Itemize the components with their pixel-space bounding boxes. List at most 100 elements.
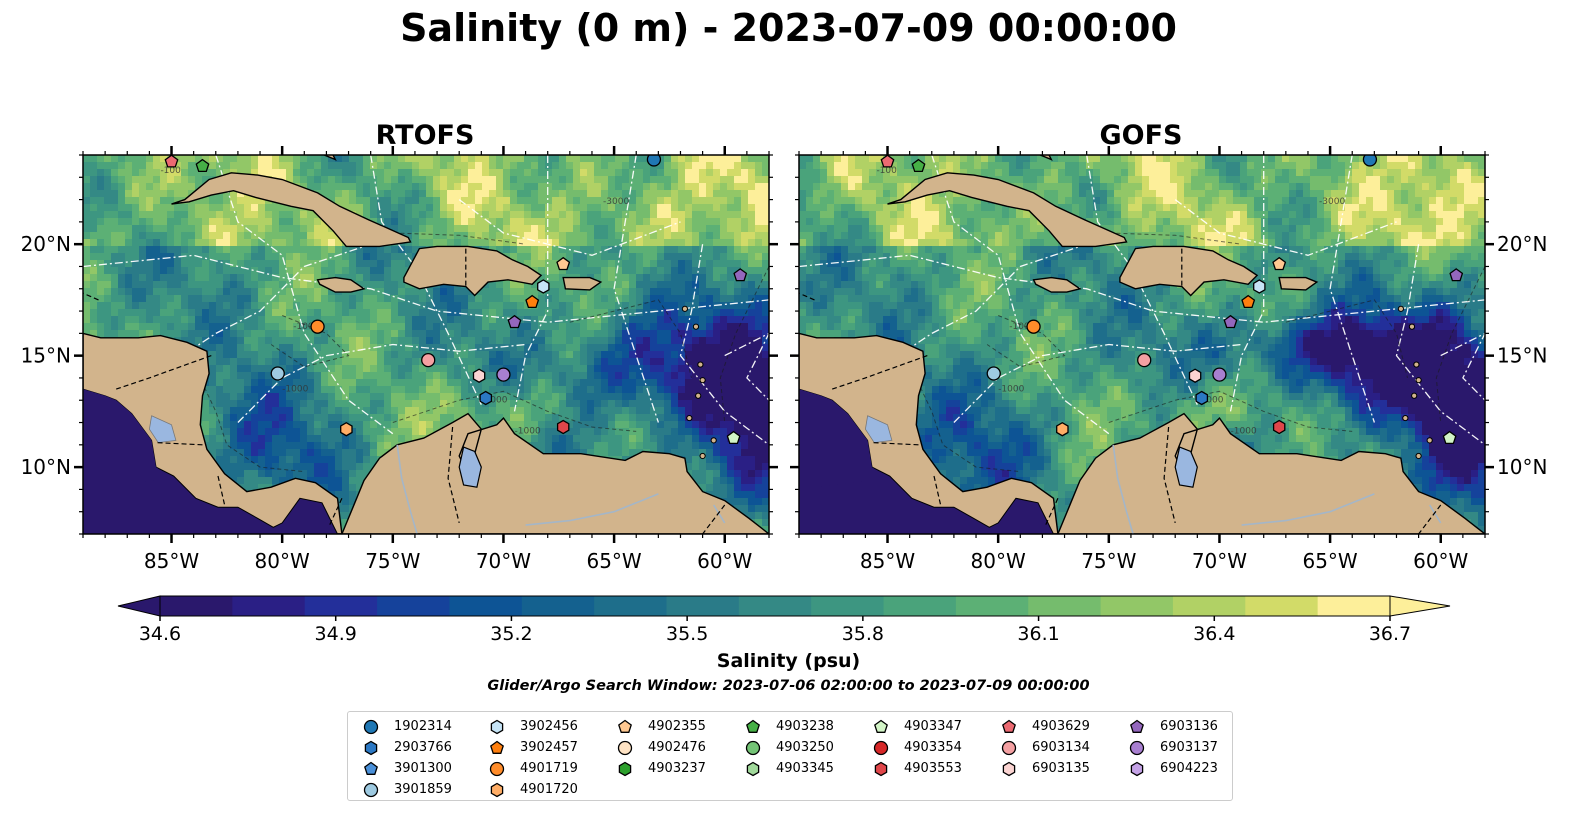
circle-marker-icon [363, 719, 379, 734]
circle-marker-icon [1129, 740, 1145, 755]
platform-6903136-marker [1223, 314, 1238, 329]
colorbar-label: Salinity (psu) [716, 650, 861, 672]
platform-3901859-marker [270, 366, 285, 381]
x-tick-label: 65°W [1302, 549, 1357, 573]
legend-label: 1902314 [394, 719, 452, 734]
legend-item-6904223: 6904223 [1126, 758, 1218, 779]
x-tick-label: 60°W [1413, 549, 1468, 573]
colorbar-tick-label: 35.5 [665, 623, 709, 645]
legend-label: 4903553 [904, 761, 962, 776]
platform-4902355-marker [556, 256, 571, 271]
pentagon-marker-icon [490, 740, 504, 754]
platform-4903629-marker [164, 155, 179, 168]
legend-item-4903250: 4903250 [742, 737, 834, 758]
y-tick-label: 15°N [21, 344, 71, 368]
colorbar-tick-label: 34.6 [138, 623, 182, 645]
platform-legend: 1902314 2903766 3901300 3901859 3902456 39024… [347, 711, 1233, 801]
panel-title-rtofs: RTOFS [375, 120, 475, 151]
legend-label: 2903766 [394, 740, 452, 755]
map-rtofs: -100-1000-1000-1000-3000-3000 [83, 155, 769, 534]
legend-item-4902476: 4902476 [614, 737, 706, 758]
hexagon-marker-icon [618, 761, 632, 776]
legend-item-4903354: 4903354 [870, 737, 962, 758]
x-tick-label: 70°W [1192, 549, 1247, 573]
y-tick-label: 20°N [1497, 232, 1547, 256]
platform-4903553-marker [1272, 419, 1286, 435]
circle-marker-icon [489, 761, 505, 776]
platform-3902456-marker [537, 279, 550, 294]
pentagon-marker-icon [746, 719, 760, 733]
platform-6903135-marker [472, 368, 486, 383]
colorbar-tick-label: 35.8 [841, 623, 884, 645]
map-gofs: -100-1000-1000-1000-3000-3000 [799, 155, 1485, 534]
y-tick-label: 10°N [1497, 455, 1547, 479]
colorbar-tick-label: 34.9 [314, 623, 357, 645]
hexagon-marker-icon [490, 719, 504, 734]
platform-6903136-marker [733, 268, 748, 282]
x-tick-label: 75°W [1081, 549, 1136, 573]
platform-4903238-marker [195, 158, 210, 173]
legend-item-4903629: 4903629 [998, 716, 1090, 737]
platform-4901719-marker [310, 319, 325, 334]
colorbar-tick-label: 36.7 [1368, 623, 1412, 645]
platform-6903134-marker [1137, 352, 1152, 368]
colorbar [117, 595, 1451, 621]
platform-4903238-marker [911, 158, 926, 173]
legend-item-3902456: 3902456 [486, 716, 578, 737]
platform-4903347-marker [1442, 430, 1457, 445]
hexagon-marker-icon [746, 761, 760, 776]
legend-label: 3901300 [394, 761, 452, 776]
legend-item-4903238: 4903238 [742, 716, 834, 737]
legend-label: 4902476 [648, 740, 706, 755]
legend-label: 6903134 [1032, 740, 1090, 755]
hexagon-marker-icon [1130, 761, 1144, 776]
legend-item-6903136: 6903136 [1126, 716, 1218, 737]
x-tick-label: 65°W [586, 549, 641, 573]
platform-6903137-marker [1212, 367, 1227, 382]
legend-label: 4902355 [648, 719, 706, 734]
panel-title-gofs: GOFS [1099, 120, 1183, 151]
x-tick-label: 80°W [255, 549, 310, 573]
legend-item-3901300: 3901300 [360, 758, 452, 779]
platform-4902355-marker [1272, 256, 1287, 271]
legend-label: 3902456 [520, 719, 578, 734]
legend-label: 4901719 [520, 761, 578, 776]
legend-label: 4903237 [648, 761, 706, 776]
legend-item-4901720: 4901720 [486, 779, 578, 800]
x-tick-label: 85°W [860, 549, 915, 573]
colorbar-tick-label: 36.4 [1193, 623, 1236, 645]
circle-marker-icon [617, 740, 633, 755]
legend-item-6903134: 6903134 [998, 737, 1090, 758]
legend-item-4903553: 4903553 [870, 758, 962, 779]
circle-marker-icon [1001, 740, 1017, 755]
legend-label: 4901720 [520, 782, 578, 797]
colorbar-tick-label: 35.2 [490, 623, 533, 645]
x-tick-label: 60°W [697, 549, 752, 573]
hexagon-marker-icon [874, 761, 888, 776]
x-tick-label: 80°W [971, 549, 1026, 573]
platform-3902456-marker [1253, 279, 1266, 294]
search-window-text: Glider/Argo Search Window: 2023-07-06 02… [487, 678, 1090, 694]
platform-2903766-marker [1195, 390, 1209, 406]
legend-label: 4903629 [1032, 719, 1090, 734]
legend-item-4903345: 4903345 [742, 758, 834, 779]
circle-marker-icon [363, 782, 379, 797]
platform-6903134-marker [421, 352, 436, 368]
legend-label: 4903345 [776, 761, 834, 776]
pentagon-marker-icon [618, 719, 632, 733]
legend-item-2903766: 2903766 [360, 737, 452, 758]
circle-marker-icon [873, 740, 889, 755]
y-tick-label: 20°N [21, 232, 71, 256]
legend-label: 3902457 [520, 740, 578, 755]
legend-item-3901859: 3901859 [360, 779, 452, 800]
x-tick-label: 70°W [476, 549, 531, 573]
colorbar-tick-label: 36.1 [1017, 623, 1060, 645]
platform-6903136-marker [507, 314, 522, 329]
legend-item-4903237: 4903237 [614, 758, 706, 779]
legend-label: 6903137 [1160, 740, 1218, 755]
legend-label: 6903135 [1032, 761, 1090, 776]
platform-6903136-marker [1449, 268, 1464, 282]
y-tick-label: 10°N [21, 455, 71, 479]
platform-6903137-marker [496, 367, 511, 382]
platform-1902314-marker [646, 155, 662, 167]
